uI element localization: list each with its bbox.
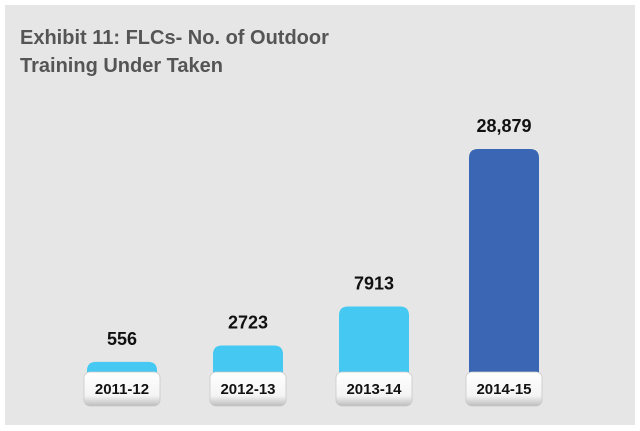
x-tick-label: 2014-15 xyxy=(476,381,531,398)
value-label: 7913 xyxy=(354,274,394,294)
value-label: 28,879 xyxy=(476,116,531,136)
x-tick-label: 2013-14 xyxy=(346,381,402,398)
x-tick-label: 2011-12 xyxy=(95,381,149,398)
value-label: 2723 xyxy=(228,313,268,333)
category-box xyxy=(209,371,287,407)
value-label: 556 xyxy=(107,329,137,349)
x-tick-label: 2012-13 xyxy=(220,381,275,398)
category-box xyxy=(83,371,161,407)
chart-title: Exhibit 11: FLCs- No. of Outdoor Trainin… xyxy=(20,27,329,77)
category-box xyxy=(335,371,413,407)
category-box xyxy=(465,371,543,407)
bar xyxy=(469,149,539,404)
